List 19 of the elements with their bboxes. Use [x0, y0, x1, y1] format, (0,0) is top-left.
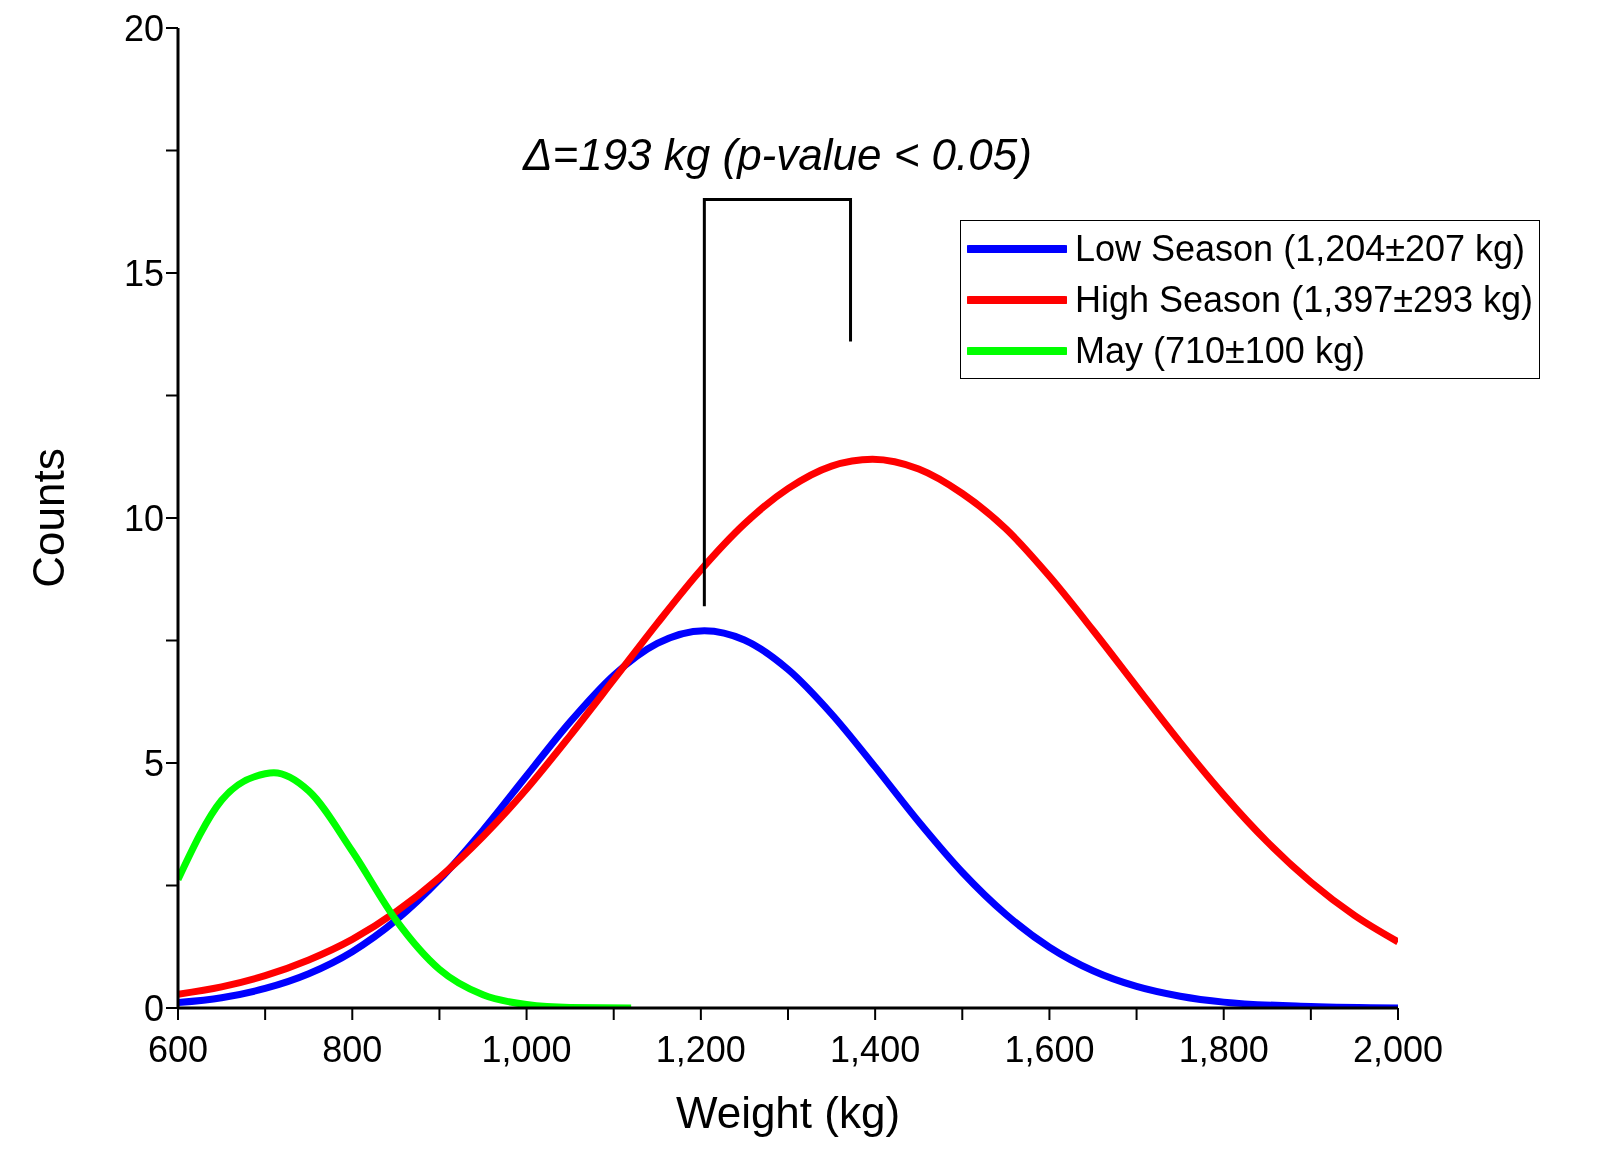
x-tick-label: 1,400	[830, 1028, 921, 1070]
x-tick-label: 1,200	[655, 1028, 746, 1070]
x-tick-label: 600	[147, 1028, 209, 1070]
x-tick-label: 800	[322, 1028, 383, 1070]
x-tick-label: 1,800	[1178, 1028, 1269, 1070]
legend-label: May (710±100 kg)	[1075, 329, 1365, 373]
annotation: Δ=193 kg (p-value < 0.05)	[521, 129, 1032, 179]
y-tick-label: 20	[123, 7, 164, 49]
y-tick-label: 15	[123, 252, 164, 294]
x-tick-label: 1,600	[1004, 1028, 1095, 1070]
legend-label: Low Season (1,204±207 kg)	[1075, 227, 1526, 271]
x-tick-label: 2,000	[1352, 1028, 1444, 1070]
y-tick-label: 10	[123, 497, 164, 539]
legend-label: High Season (1,397±293 kg)	[1075, 278, 1534, 322]
y-tick-label: 5	[143, 742, 164, 784]
y-axis-title: Counts	[23, 448, 73, 588]
x-axis-title: Weight (kg)	[675, 1088, 901, 1137]
x-tick-label: 1,000	[481, 1028, 572, 1070]
y-tick-label: 0	[143, 987, 164, 1029]
